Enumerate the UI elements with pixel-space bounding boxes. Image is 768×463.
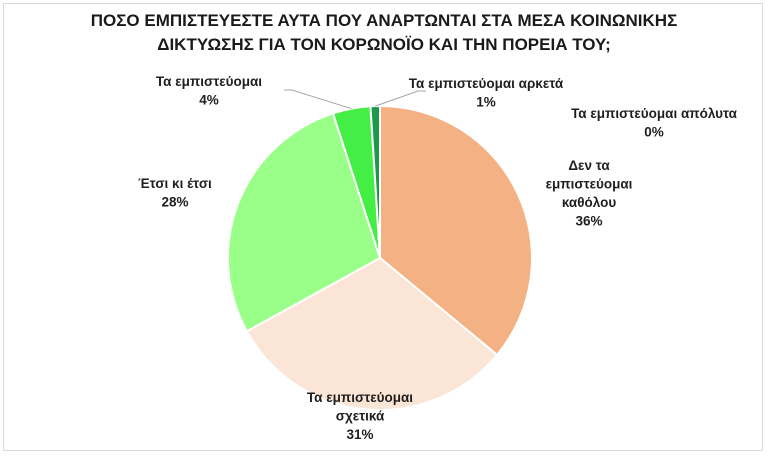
slice-label-line-0-1: εμπιστεύομαι xyxy=(546,177,633,192)
slice-label-line-1-1: σχετικά xyxy=(336,409,385,424)
slice-percent-0: 36% xyxy=(575,214,602,229)
slice-label-2: Έτσι κι έτσι 28% xyxy=(138,176,212,210)
slice-label-line-5-0: Τα εμπιστεύομαι απόλυτα xyxy=(571,106,738,121)
slice-percent-5: 0% xyxy=(644,125,664,140)
leader-line-3 xyxy=(284,89,352,110)
slice-label-line-1-0: Τα εμπιστεύομαι xyxy=(307,390,413,405)
chart-title-line-2: ΔΙΚΤΥΩΣΗΣ ΓΙΑ ΤΟΝ ΚΟΡΩΝΟΪΟ ΚΑΙ ΤΗΝ ΠΟΡΕΙ… xyxy=(157,35,611,54)
slice-label-1: Τα εμπιστεύομαι σχετικά 31% xyxy=(307,390,413,442)
pie-slice-0 xyxy=(379,104,533,357)
slice-label-line-3-0: Τα εμπιστεύομαι xyxy=(156,74,262,89)
pie-slices xyxy=(227,104,533,412)
slice-percent-2: 28% xyxy=(161,195,188,210)
slice-label-line-0-2: καθόλου xyxy=(562,195,617,210)
slice-percent-3: 4% xyxy=(199,93,219,108)
chart-title: ΠΟΣΟ ΕΜΠΙΣΤΕΥΕΣΤΕ ΑΥΤΑ ΠΟΥ ΑΝΑΡΤΩΝΤΑΙ ΣΤ… xyxy=(0,9,768,57)
slice-label-line-4-0: Τα εμπιστεύομαι αρκετά xyxy=(409,76,564,91)
leader-line-4 xyxy=(375,90,426,107)
slice-label-line-0-0: Δεν τα xyxy=(568,158,610,173)
leader-lines xyxy=(284,89,426,110)
slice-percent-4: 1% xyxy=(476,95,496,110)
slice-label-line-2-0: Έτσι κι έτσι xyxy=(138,176,212,191)
pie-slice-2 xyxy=(227,112,382,333)
pie-slice-1 xyxy=(245,256,499,412)
chart-title-line-1: ΠΟΣΟ ΕΜΠΙΣΤΕΥΕΣΤΕ ΑΥΤΑ ΠΟΥ ΑΝΑΡΤΩΝΤΑΙ ΣΤ… xyxy=(90,11,678,30)
slice-percent-1: 31% xyxy=(346,427,373,442)
slice-label-5: Τα εμπιστεύομαι απόλυτα 0% xyxy=(571,106,738,140)
slice-label-3: Τα εμπιστεύομαι 4% xyxy=(156,74,262,108)
slice-label-4: Τα εμπιστεύομαι αρκετά 1% xyxy=(409,76,564,110)
slice-label-0: Δεν τα εμπιστεύομαι καθόλου 36% xyxy=(546,158,633,229)
slice-labels: Δεν τα εμπιστεύομαι καθόλου 36% Τα εμπιστεύο… xyxy=(138,74,737,442)
